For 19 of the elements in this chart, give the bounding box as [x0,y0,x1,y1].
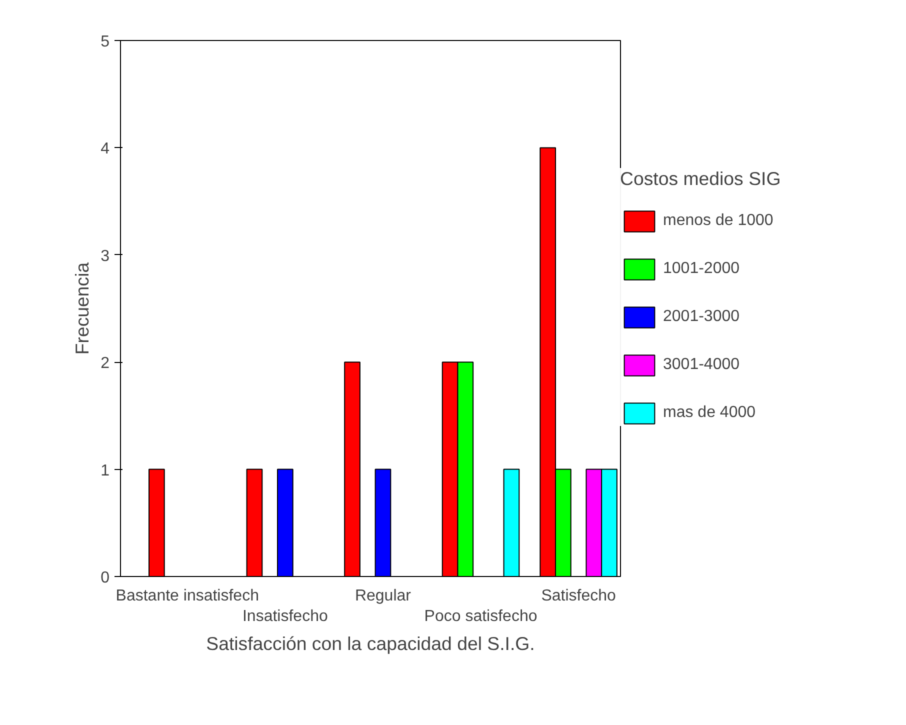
legend-label: 2001-3000 [663,308,740,326]
x-tick-label: Regular [354,588,412,604]
y-tick-label: 0 [100,570,110,586]
y-axis-title: Frecuencia [72,262,93,355]
y-tick-label: 2 [100,355,110,372]
legend-label: 1001-2000 [663,260,740,278]
x-tick-label: Bastante insatisfech [116,588,259,604]
x-tick-label: Satisfecho [541,588,616,604]
legend-label: mas de 4000 [663,404,756,422]
y-tick-label: 5 [100,34,110,50]
x-tick-label: Insatisfecho [242,608,328,625]
legend-label: 3001-4000 [663,356,740,374]
x-axis-title: Satisfacción con la capacidad del S.I.G. [206,632,535,654]
legend-label: menos de 1000 [663,212,774,230]
y-tick-label: 3 [100,248,110,265]
legend-title: Costos medios SIG [620,168,781,190]
x-tick-label: Poco satisfecho [424,608,538,625]
y-tick-label: 4 [100,140,110,158]
y-tick-label: 1 [100,462,110,480]
